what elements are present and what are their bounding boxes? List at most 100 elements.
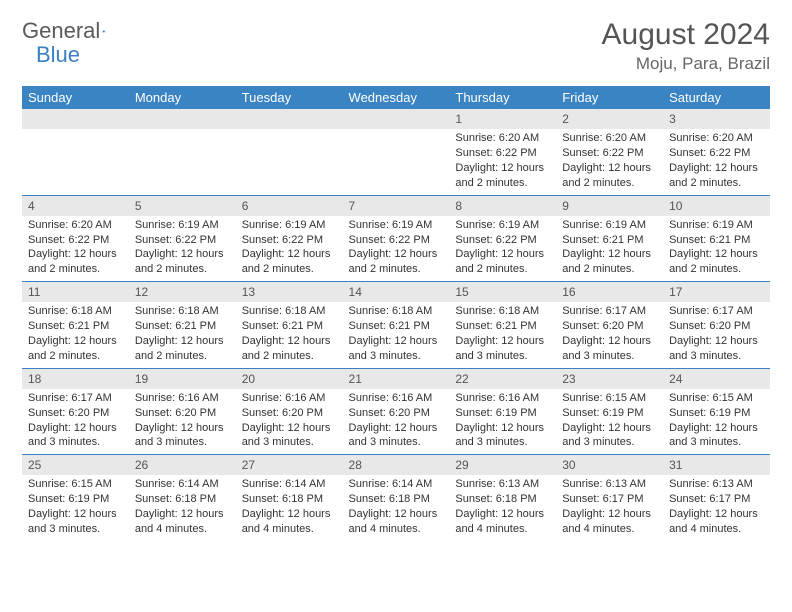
day-number: 14 — [343, 282, 450, 302]
day-number: 3 — [663, 109, 770, 129]
daylight-line: Daylight: 12 hours and 2 minutes. — [135, 247, 232, 277]
brand-part2-wrap: Blue — [36, 42, 80, 68]
sunrise-line: Sunrise: 6:18 AM — [242, 304, 339, 319]
sunset-line: Sunset: 6:22 PM — [455, 233, 552, 248]
sunset-line: Sunset: 6:21 PM — [455, 319, 552, 334]
sunset-line: Sunset: 6:22 PM — [562, 146, 659, 161]
title-block: August 2024 Moju, Para, Brazil — [602, 18, 770, 74]
sunrise-line: Sunrise: 6:14 AM — [349, 477, 446, 492]
sunrise-line: Sunrise: 6:19 AM — [349, 218, 446, 233]
brand-part1: General — [22, 18, 100, 44]
calendar-cell: 26Sunrise: 6:14 AMSunset: 6:18 PMDayligh… — [129, 455, 236, 541]
daylight-line: Daylight: 12 hours and 2 minutes. — [135, 334, 232, 364]
day-details: Sunrise: 6:17 AMSunset: 6:20 PMDaylight:… — [556, 302, 663, 367]
calendar-cell: 2Sunrise: 6:20 AMSunset: 6:22 PMDaylight… — [556, 109, 663, 195]
daylight-line: Daylight: 12 hours and 3 minutes. — [28, 507, 125, 537]
daylight-line: Daylight: 12 hours and 3 minutes. — [349, 421, 446, 451]
day-details: Sunrise: 6:16 AMSunset: 6:20 PMDaylight:… — [129, 389, 236, 454]
sunrise-line: Sunrise: 6:16 AM — [135, 391, 232, 406]
calendar-cell: 9Sunrise: 6:19 AMSunset: 6:21 PMDaylight… — [556, 195, 663, 282]
sunset-line: Sunset: 6:18 PM — [242, 492, 339, 507]
day-details: Sunrise: 6:18 AMSunset: 6:21 PMDaylight:… — [449, 302, 556, 367]
calendar-cell: 7Sunrise: 6:19 AMSunset: 6:22 PMDaylight… — [343, 195, 450, 282]
day-number: 21 — [343, 369, 450, 389]
day-number: 25 — [22, 455, 129, 475]
calendar-cell: 30Sunrise: 6:13 AMSunset: 6:17 PMDayligh… — [556, 455, 663, 541]
day-details: Sunrise: 6:20 AMSunset: 6:22 PMDaylight:… — [449, 129, 556, 194]
day-details: Sunrise: 6:14 AMSunset: 6:18 PMDaylight:… — [236, 475, 343, 540]
daylight-line: Daylight: 12 hours and 3 minutes. — [455, 421, 552, 451]
weekday-header: Sunday — [22, 86, 129, 109]
day-number: 6 — [236, 196, 343, 216]
day-details: Sunrise: 6:16 AMSunset: 6:20 PMDaylight:… — [343, 389, 450, 454]
sunrise-line: Sunrise: 6:18 AM — [349, 304, 446, 319]
sunrise-line: Sunrise: 6:20 AM — [455, 131, 552, 146]
day-number-empty — [22, 109, 129, 129]
sunset-line: Sunset: 6:22 PM — [28, 233, 125, 248]
day-details: Sunrise: 6:14 AMSunset: 6:18 PMDaylight:… — [129, 475, 236, 540]
day-number: 9 — [556, 196, 663, 216]
weekday-header: Wednesday — [343, 86, 450, 109]
calendar-cell — [22, 109, 129, 195]
day-number-empty — [236, 109, 343, 129]
daylight-line: Daylight: 12 hours and 3 minutes. — [562, 334, 659, 364]
day-details: Sunrise: 6:19 AMSunset: 6:21 PMDaylight:… — [556, 216, 663, 281]
calendar-body: 1Sunrise: 6:20 AMSunset: 6:22 PMDaylight… — [22, 109, 770, 541]
day-number-empty — [343, 109, 450, 129]
page-header: General August 2024 Moju, Para, Brazil — [22, 18, 770, 74]
sunset-line: Sunset: 6:20 PM — [349, 406, 446, 421]
weekday-header: Thursday — [449, 86, 556, 109]
sunset-line: Sunset: 6:21 PM — [349, 319, 446, 334]
calendar-cell: 27Sunrise: 6:14 AMSunset: 6:18 PMDayligh… — [236, 455, 343, 541]
day-details: Sunrise: 6:18 AMSunset: 6:21 PMDaylight:… — [129, 302, 236, 367]
calendar-cell: 19Sunrise: 6:16 AMSunset: 6:20 PMDayligh… — [129, 368, 236, 455]
calendar-cell: 12Sunrise: 6:18 AMSunset: 6:21 PMDayligh… — [129, 282, 236, 369]
day-number: 2 — [556, 109, 663, 129]
day-details: Sunrise: 6:20 AMSunset: 6:22 PMDaylight:… — [663, 129, 770, 194]
brand-part2: Blue — [36, 42, 80, 67]
daylight-line: Daylight: 12 hours and 3 minutes. — [455, 334, 552, 364]
daylight-line: Daylight: 12 hours and 3 minutes. — [28, 421, 125, 451]
calendar-table: SundayMondayTuesdayWednesdayThursdayFrid… — [22, 86, 770, 541]
day-number: 23 — [556, 369, 663, 389]
day-number: 5 — [129, 196, 236, 216]
day-number: 30 — [556, 455, 663, 475]
day-details: Sunrise: 6:18 AMSunset: 6:21 PMDaylight:… — [22, 302, 129, 367]
day-details: Sunrise: 6:19 AMSunset: 6:22 PMDaylight:… — [236, 216, 343, 281]
sunrise-line: Sunrise: 6:17 AM — [562, 304, 659, 319]
day-number: 8 — [449, 196, 556, 216]
calendar-cell: 1Sunrise: 6:20 AMSunset: 6:22 PMDaylight… — [449, 109, 556, 195]
day-number: 15 — [449, 282, 556, 302]
calendar-cell — [236, 109, 343, 195]
sunset-line: Sunset: 6:21 PM — [135, 319, 232, 334]
day-details: Sunrise: 6:13 AMSunset: 6:17 PMDaylight:… — [556, 475, 663, 540]
day-number: 1 — [449, 109, 556, 129]
day-number: 19 — [129, 369, 236, 389]
sunrise-line: Sunrise: 6:14 AM — [135, 477, 232, 492]
day-details: Sunrise: 6:14 AMSunset: 6:18 PMDaylight:… — [343, 475, 450, 540]
sunrise-line: Sunrise: 6:18 AM — [28, 304, 125, 319]
day-details: Sunrise: 6:17 AMSunset: 6:20 PMDaylight:… — [663, 302, 770, 367]
sunrise-line: Sunrise: 6:13 AM — [455, 477, 552, 492]
daylight-line: Daylight: 12 hours and 2 minutes. — [242, 247, 339, 277]
calendar-cell: 15Sunrise: 6:18 AMSunset: 6:21 PMDayligh… — [449, 282, 556, 369]
sunset-line: Sunset: 6:21 PM — [28, 319, 125, 334]
calendar-cell: 6Sunrise: 6:19 AMSunset: 6:22 PMDaylight… — [236, 195, 343, 282]
day-number: 20 — [236, 369, 343, 389]
sunset-line: Sunset: 6:19 PM — [28, 492, 125, 507]
calendar-week: 1Sunrise: 6:20 AMSunset: 6:22 PMDaylight… — [22, 109, 770, 195]
daylight-line: Daylight: 12 hours and 2 minutes. — [28, 334, 125, 364]
sunrise-line: Sunrise: 6:17 AM — [669, 304, 766, 319]
sunrise-line: Sunrise: 6:19 AM — [135, 218, 232, 233]
calendar-cell: 13Sunrise: 6:18 AMSunset: 6:21 PMDayligh… — [236, 282, 343, 369]
calendar-cell: 20Sunrise: 6:16 AMSunset: 6:20 PMDayligh… — [236, 368, 343, 455]
day-number: 24 — [663, 369, 770, 389]
sunrise-line: Sunrise: 6:14 AM — [242, 477, 339, 492]
daylight-line: Daylight: 12 hours and 3 minutes. — [669, 334, 766, 364]
calendar-week: 18Sunrise: 6:17 AMSunset: 6:20 PMDayligh… — [22, 368, 770, 455]
calendar-cell: 10Sunrise: 6:19 AMSunset: 6:21 PMDayligh… — [663, 195, 770, 282]
daylight-line: Daylight: 12 hours and 3 minutes. — [349, 334, 446, 364]
calendar-cell: 4Sunrise: 6:20 AMSunset: 6:22 PMDaylight… — [22, 195, 129, 282]
sunrise-line: Sunrise: 6:13 AM — [562, 477, 659, 492]
daylight-line: Daylight: 12 hours and 4 minutes. — [349, 507, 446, 537]
